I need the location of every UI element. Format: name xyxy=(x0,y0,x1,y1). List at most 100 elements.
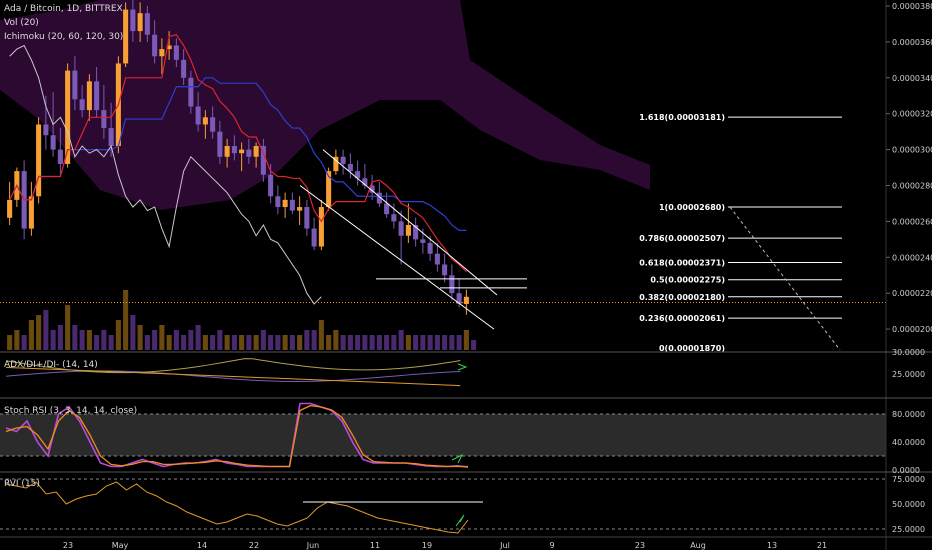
volume-bar xyxy=(246,335,252,350)
volume-bar xyxy=(181,335,187,350)
candle-body xyxy=(463,296,469,304)
volume-bar xyxy=(57,325,63,350)
candle-body xyxy=(442,264,448,276)
volume-bar xyxy=(72,325,78,350)
volume-bar xyxy=(304,330,310,350)
volume-bar xyxy=(14,330,20,350)
candle-body xyxy=(318,207,324,247)
time-tick-label: Jun xyxy=(306,541,320,550)
time-tick-label: May xyxy=(112,541,129,550)
candle-body xyxy=(427,242,433,254)
candle-body xyxy=(260,146,266,175)
candle-body xyxy=(57,149,63,164)
volume-bar xyxy=(420,335,426,350)
volume-bar xyxy=(108,335,114,350)
stoch-band xyxy=(0,414,886,456)
volume-bar xyxy=(456,335,462,350)
price-tick-label: 0.00003800 xyxy=(892,2,932,11)
volume-bar xyxy=(195,325,201,350)
volume-bar xyxy=(173,330,179,350)
volume-bar xyxy=(442,335,448,350)
volume-bar xyxy=(137,325,143,350)
price-tick-label: 0.00003400 xyxy=(892,74,932,83)
volume-bar xyxy=(115,320,121,350)
volume-bar xyxy=(202,335,208,350)
volume-bar xyxy=(188,330,194,350)
candle-body xyxy=(413,224,419,240)
candle-body xyxy=(28,196,34,229)
price-tick-label: 0.00002600 xyxy=(892,217,932,226)
volume-bar xyxy=(86,330,92,350)
volume-bar xyxy=(282,335,288,350)
price-tick-label: 0.00003600 xyxy=(892,38,932,47)
volume-bar xyxy=(231,335,237,350)
tenkan-line xyxy=(9,34,467,273)
stoch-rsi-title: Stoch RSI (3, 3, 14, 14, close) xyxy=(4,406,138,416)
candle-body xyxy=(217,131,223,157)
price-tick-label: 0.00002000 xyxy=(892,325,932,334)
candle-body xyxy=(79,99,85,111)
rvi-tick-label: 50.0000 xyxy=(892,500,925,509)
candle-body xyxy=(362,178,368,186)
volume-bar xyxy=(144,335,150,350)
volume-bar xyxy=(43,310,49,350)
time-tick-label: 22 xyxy=(249,541,259,550)
fib-label: 1(0.00002680) xyxy=(659,203,725,212)
volume-bar xyxy=(7,335,13,350)
symbol-title: Ada / Bitcoin, 1D, BITTREX xyxy=(4,4,123,14)
candle-body xyxy=(195,106,201,125)
volume-bar xyxy=(268,335,274,350)
rvi-line xyxy=(5,481,469,534)
candle-body xyxy=(173,45,179,60)
price-axis: 0.00003800 0.00003600 0.00003400 0.00003200… xyxy=(885,0,932,550)
rvi-tick-label: 25.0000 xyxy=(892,525,925,534)
candle-body xyxy=(449,275,455,294)
volume-bar xyxy=(152,330,158,350)
candle-body xyxy=(282,199,288,208)
volume-bar xyxy=(449,335,455,350)
adx-line xyxy=(5,358,461,374)
volume-bar xyxy=(159,325,165,350)
candle-body xyxy=(311,228,317,247)
volume-title: Vol (20) xyxy=(4,18,39,28)
volume-bar xyxy=(362,335,368,350)
candle-body xyxy=(275,196,281,208)
volume-bar xyxy=(50,330,56,350)
candle-body xyxy=(86,81,92,111)
candle-body xyxy=(340,156,346,164)
candle-body xyxy=(210,117,216,132)
price-tick-label: 0.00003200 xyxy=(892,110,932,119)
fib-label: 0.786(0.00002507) xyxy=(639,234,725,243)
fib-label: 0.236(0.00002061) xyxy=(639,314,725,323)
price-tick-label: 0.00002200 xyxy=(892,289,932,298)
candle-body xyxy=(72,70,78,100)
candle-body xyxy=(94,81,100,111)
fib-label: 0.5(0.00002275) xyxy=(650,276,725,285)
lagging-span xyxy=(9,44,322,305)
candle-body xyxy=(50,135,56,150)
volume-bar xyxy=(434,335,440,350)
stoch-tick-label: 0.0000 xyxy=(892,466,920,475)
volume-bar xyxy=(210,335,216,350)
volume-bar xyxy=(326,335,332,350)
volume-bar xyxy=(355,335,361,350)
candle-body xyxy=(297,207,303,211)
volume-bar xyxy=(275,335,281,350)
candle-body xyxy=(166,45,172,50)
volume-bar xyxy=(101,330,107,350)
channel-lower xyxy=(299,185,495,330)
volume-bar xyxy=(65,305,71,350)
candle-body xyxy=(405,224,411,236)
fib-trend-line xyxy=(729,206,841,351)
adx-tick-label: 30.0000 xyxy=(892,348,925,357)
fib-label: 0.382(0.00002180) xyxy=(639,293,725,302)
rvi-title: RVI (15) xyxy=(4,479,40,489)
ichimoku-title: Ichimoku (20, 60, 120, 30) xyxy=(4,32,124,42)
time-tick-label: 13 xyxy=(767,541,777,550)
main-price-pane: 1.618(0.00003181) 1(0.00002680) 0.786(0.00… xyxy=(0,0,886,353)
price-tick-label: 0.00003000 xyxy=(892,146,932,155)
candle-body xyxy=(369,185,375,193)
candle-body xyxy=(224,146,230,157)
candle-body xyxy=(101,110,107,129)
